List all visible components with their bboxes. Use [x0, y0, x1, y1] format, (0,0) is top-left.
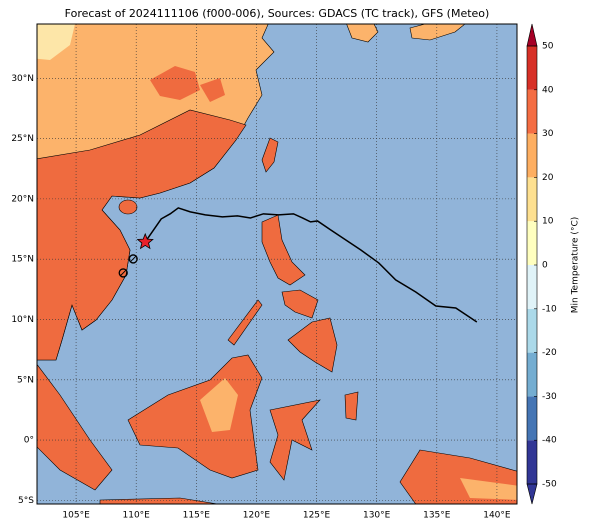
mindanao — [287, 317, 338, 373]
warm-patch — [200, 78, 225, 102]
lat-tick-label: 15°N — [11, 255, 34, 265]
colorbar-label: Min Temperature (°C) — [571, 217, 581, 314]
past-position-bar — [120, 270, 127, 276]
land — [37, 24, 517, 504]
lon-tick-label: 135°E — [423, 511, 451, 521]
colorbar-tick-label: -20 — [542, 348, 557, 358]
past-position — [118, 268, 128, 278]
halmahera — [344, 391, 359, 421]
colorbar-segment — [527, 221, 537, 265]
storm-track — [144, 207, 478, 323]
new-guinea-cool — [460, 478, 517, 500]
lat-tick-label: 20°N — [11, 194, 34, 204]
colorbar-segment — [527, 308, 537, 353]
lat-tick-label: 5°N — [17, 375, 34, 385]
colorbar-segment — [527, 352, 537, 397]
visayas — [281, 289, 319, 319]
colorbar-tick-label: 0 — [542, 261, 548, 271]
taiwan — [261, 137, 279, 173]
colorbar-tick-label: -30 — [542, 392, 557, 402]
colorbar-tick-label: 20 — [542, 173, 554, 183]
lat-tick-label: 10°N — [11, 315, 34, 325]
mainland-warm — [37, 109, 247, 361]
palawan — [227, 299, 263, 346]
colorbar-extend-high — [526, 23, 538, 47]
colorbar-tick-label: 30 — [542, 129, 554, 139]
cool-patch — [37, 24, 75, 60]
colorbar-tick-label: -50 — [542, 480, 557, 490]
colorbar-segment — [527, 177, 537, 222]
lon-tick-label: 105°E — [62, 511, 90, 521]
lat-tick-label: 5°S — [18, 496, 34, 506]
colorbar-segment — [527, 89, 537, 134]
colorbar-segment — [527, 396, 537, 441]
lon-tick-label: 140°E — [483, 511, 511, 521]
colorbar-segment — [527, 133, 537, 178]
colorbar-tick-label: 40 — [542, 85, 554, 95]
java — [99, 497, 220, 504]
colorbar-tick-label: 50 — [542, 42, 554, 52]
lon-tick-label: 125°E — [303, 511, 331, 521]
colorbar-segment — [527, 440, 537, 484]
lon-tick-label: 110°E — [123, 511, 151, 521]
past-position-bar — [130, 256, 137, 262]
hainan — [118, 199, 138, 215]
colorbar-tick-label: 10 — [542, 217, 554, 227]
colorbar-tick-label: -40 — [542, 436, 557, 446]
map-frame — [36, 23, 518, 505]
lat-tick-label: 30°N — [11, 74, 34, 84]
colorbar-segment — [527, 46, 537, 90]
lon-tick-label: 115°E — [183, 511, 211, 521]
past-position — [128, 254, 138, 264]
title: Forecast of 2024111106 (f000-006), Sourc… — [65, 7, 490, 20]
lat-tick-label: 0° — [24, 436, 34, 446]
colorbar-tick-label: -10 — [542, 304, 557, 314]
lon-tick-label: 120°E — [243, 511, 271, 521]
lat-tick-label: 25°N — [11, 134, 34, 144]
japan — [409, 24, 466, 41]
current-position — [136, 232, 154, 250]
colorbar-segment — [527, 265, 537, 309]
borneo-cool — [200, 378, 238, 432]
warm-patch — [150, 66, 200, 100]
sumatra — [37, 363, 113, 491]
lon-tick-label: 130°E — [363, 511, 391, 521]
colorbar-extend-low — [526, 483, 538, 505]
korea — [346, 24, 379, 43]
luzon — [261, 214, 306, 286]
